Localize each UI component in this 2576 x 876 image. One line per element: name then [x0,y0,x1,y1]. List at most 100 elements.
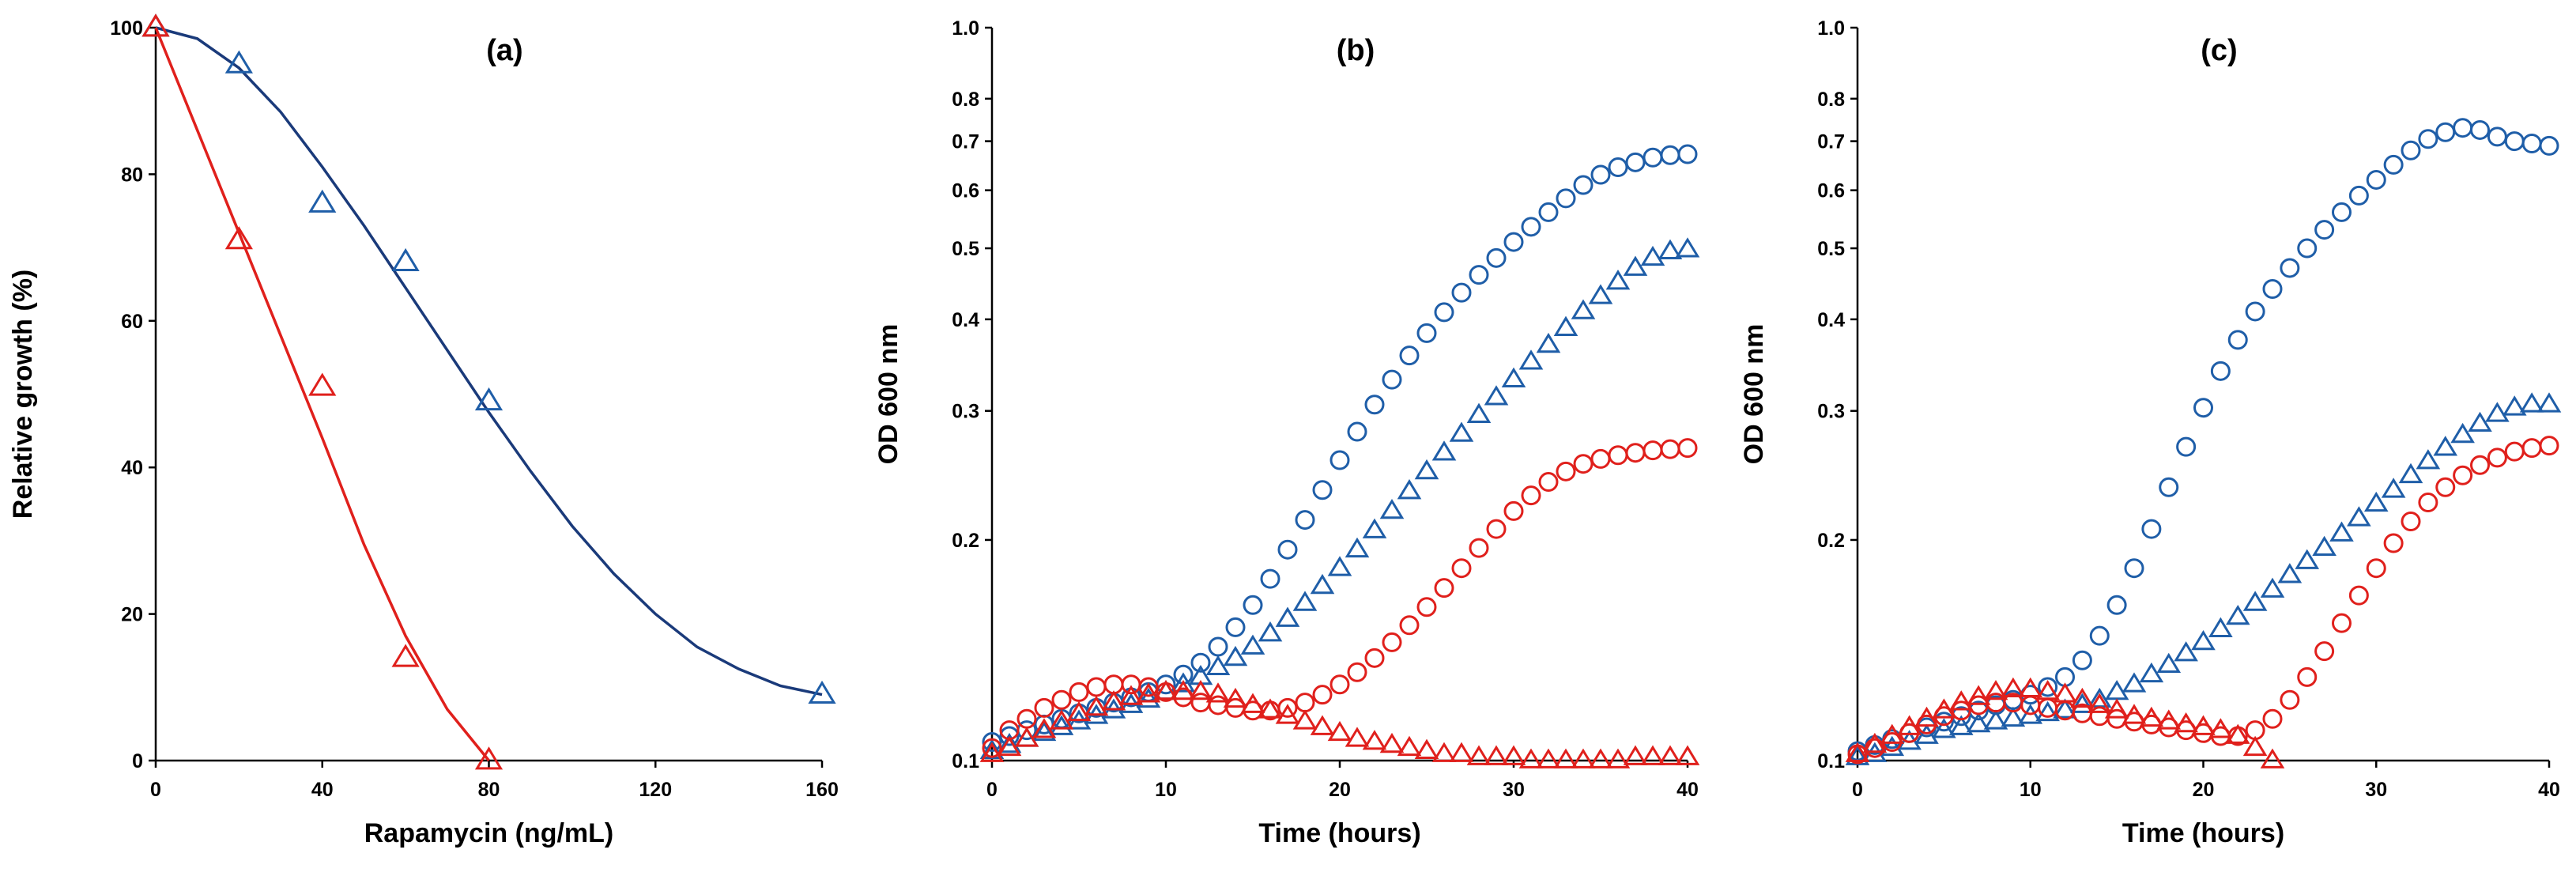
data-point-triangle-blue [1484,385,1509,406]
y-axis-label: OD 600 nm [873,324,903,465]
data-point-circle-red [1503,500,1524,521]
data-point-triangle-red [1014,727,1039,747]
data-point-triangle-blue [2398,463,2423,484]
data-point-triangle-blue [2519,392,2544,413]
data-point-triangle-blue [1675,237,1700,258]
data-point-triangle-red [1345,727,1370,747]
y-tick-label: 0.7 [1817,131,1845,153]
data-point-circle-red [2435,477,2456,497]
data-point-triangle-red [1518,748,1544,768]
x-axis-label: Rapamycin (ng/mL) [364,818,613,848]
data-point-triangle-blue [2468,411,2492,432]
y-tick-label: 20 [121,604,143,626]
data-point-circle-blue [999,726,1020,746]
data-point-circle-blue [2072,650,2092,670]
data-point-triangle-red [1032,718,1057,738]
y-tick-label: 0.8 [952,89,979,111]
data-point-triangle-blue [2363,491,2389,512]
data-point-circle-red [1399,615,1420,636]
data-point-circle-blue [2539,135,2559,156]
data-point-circle-red [2383,533,2404,553]
data-point-triangle-red [1588,748,1613,768]
data-point-circle-blue [1556,188,1576,209]
data-point-circle-red [1951,700,1971,721]
data-point-circle-red [1538,472,1559,493]
data-point-circle-red [1312,685,1333,705]
data-point-circle-blue [2124,558,2144,579]
data-point-triangle-red [1397,735,1422,757]
data-point-triangle-red [2260,748,2285,768]
data-point-triangle-blue [1171,672,1196,693]
data-point-circle-blue [1608,157,1628,178]
data-point-triangle-red [1553,748,1578,768]
data-point-circle-red [2521,438,2542,459]
data-point-triangle-blue [2381,478,2406,498]
panel-title: (b) [1337,34,1375,67]
data-point-triangle-blue [2277,563,2303,583]
data-point-circle-blue [1329,450,1350,470]
data-point-circle-blue [1416,323,1437,343]
data-point-circle-blue [1295,510,1315,531]
data-point-triangle-red [1153,679,1179,700]
data-point-triangle-blue [1397,479,1422,500]
data-point-triangle-blue [1310,573,1335,595]
data-point-circle-red [2470,455,2490,475]
data-point-circle-red [2504,441,2525,462]
data-point-circle-red [2418,493,2438,513]
y-tick-label: 0.6 [1817,180,1845,202]
panel-title: (c) [2201,34,2237,67]
data-point-triangle-red [2139,706,2164,727]
data-point-triangle-blue [2053,698,2077,719]
data-point-circle-red [1416,597,1437,617]
data-point-triangle-blue [997,732,1022,753]
data-point-circle-red [1034,697,1054,718]
x-axis-label: Time (hours) [1258,818,1420,848]
data-point-circle-blue [2366,169,2386,190]
data-point-triangle-blue [1932,718,1956,738]
data-point-triangle-red [1623,745,1648,765]
data-point-triangle-blue [2485,402,2510,422]
panel-title: (a) [486,34,522,67]
data-point-circle-red [2366,558,2386,579]
y-tick-label: 0.1 [952,750,979,772]
data-point-circle-red [1486,519,1507,539]
data-point-triangle-blue [2347,506,2371,527]
data-point-triangle-red [1658,745,1683,765]
data-point-circle-blue [2106,595,2127,615]
data-point-circle-blue [2521,133,2542,153]
y-axis-label: Relative growth (%) [8,270,38,519]
data-point-circle-blue [2470,119,2490,140]
data-point-triangle-blue [1588,284,1613,304]
y-tick-label: 0.7 [952,131,979,153]
data-point-circle-blue [1643,147,1663,168]
data-point-circle-blue [2314,220,2335,240]
data-point-circle-red [1347,662,1367,682]
y-axis-label: OD 600 nm [1739,324,1769,465]
chart-panel-2: 0.1 0.2 0.3 0.4 0.5 0.6 0.7 0.8 1.0 0 10 20 30 40 Time… [873,17,1700,848]
x-tick-label: 40 [1676,779,1699,801]
data-point-circle-blue [1451,282,1472,303]
data-point-triangle-blue [1536,332,1561,353]
data-point-triangle-red [997,735,1022,757]
data-point-triangle-red [1362,730,1387,750]
data-point-triangle-red [1292,709,1318,730]
data-point-circle-blue [1347,421,1367,442]
data-point-triangle-blue [2018,704,2043,724]
data-point-circle-red [1677,438,1698,459]
data-point-circle-blue [2332,202,2352,222]
data-point-triangle-blue [1345,537,1370,558]
data-point-circle-red [2314,641,2335,662]
data-point-circle-blue [2159,477,2179,497]
data-point-circle-blue [1382,369,1402,390]
x-tick-label: 120 [639,779,672,801]
data-point-triangle-blue [1518,349,1544,370]
data-point-triangle-red [1605,748,1631,768]
data-point-triangle-red [1171,679,1196,700]
fit-curve-blue [155,26,823,697]
data-point-circle-red [1277,697,1298,718]
data-point-circle-red [2401,511,2421,531]
data-point-triangle-blue [1553,315,1578,336]
y-tick-label: 80 [121,164,143,186]
data-point-triangle-red [391,644,420,667]
